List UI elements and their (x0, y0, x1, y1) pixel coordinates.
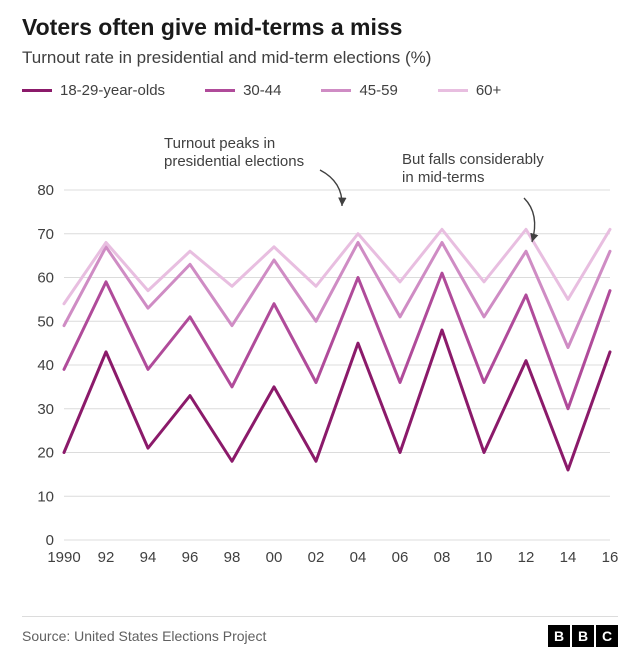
legend-swatch (438, 89, 468, 92)
y-tick-label: 0 (46, 532, 54, 549)
annotation-text: in mid-terms (402, 169, 485, 186)
legend-swatch (321, 89, 351, 92)
chart-subtitle: Turnout rate in presidential and mid-ter… (22, 48, 431, 68)
x-tick-label: 16 (602, 549, 618, 566)
legend-label: 60+ (476, 82, 501, 99)
series-line (64, 330, 610, 470)
x-tick-label: 92 (98, 549, 115, 566)
bbc-logo: B B C (548, 625, 618, 647)
y-tick-label: 30 (37, 401, 54, 418)
annotation-arrow (320, 170, 342, 206)
x-tick-label: 06 (392, 549, 409, 566)
annotation-text: Turnout peaks in (164, 135, 275, 152)
line-chart: 0 10 20 30 40 50 60 70 80 1990 92 94 96 98 00 02 04 06 08 1… (22, 130, 618, 590)
series-line (64, 273, 610, 409)
y-tick-label: 40 (37, 357, 54, 374)
x-tick-label: 04 (350, 549, 367, 566)
y-tick-label: 70 (37, 226, 54, 243)
bbc-logo-glyph: B (548, 625, 570, 647)
legend-item: 18-29-year-olds (22, 82, 165, 99)
x-tick-label: 12 (518, 549, 535, 566)
legend: 18-29-year-olds 30-44 45-59 60+ (22, 82, 501, 99)
legend-label: 30-44 (243, 82, 281, 99)
legend-swatch (22, 89, 52, 92)
legend-item: 60+ (438, 82, 501, 99)
annotation-text: presidential elections (164, 153, 304, 170)
y-tick-label: 80 (37, 182, 54, 199)
series-line (64, 229, 610, 303)
legend-label: 45-59 (359, 82, 397, 99)
legend-label: 18-29-year-olds (60, 82, 165, 99)
y-tick-label: 50 (37, 313, 54, 330)
x-tick-label: 10 (476, 549, 493, 566)
x-tick-label: 94 (140, 549, 157, 566)
legend-item: 30-44 (205, 82, 281, 99)
annotation-text: But falls considerably (402, 151, 544, 168)
y-tick-label: 60 (37, 270, 54, 287)
y-tick-label: 20 (37, 445, 54, 462)
x-tick-label: 98 (224, 549, 241, 566)
x-tick-label: 1990 (47, 549, 80, 566)
bbc-logo-glyph: C (596, 625, 618, 647)
x-tick-label: 14 (560, 549, 577, 566)
x-tick-label: 08 (434, 549, 451, 566)
chart-title: Voters often give mid-terms a miss (22, 14, 402, 41)
x-tick-label: 96 (182, 549, 199, 566)
bbc-logo-glyph: B (572, 625, 594, 647)
legend-swatch (205, 89, 235, 92)
legend-item: 45-59 (321, 82, 397, 99)
x-tick-label: 02 (308, 549, 325, 566)
x-tick-label: 00 (266, 549, 283, 566)
footer: Source: United States Elections Project … (22, 616, 618, 647)
source-text: Source: United States Elections Project (22, 628, 266, 644)
y-tick-label: 10 (37, 488, 54, 505)
